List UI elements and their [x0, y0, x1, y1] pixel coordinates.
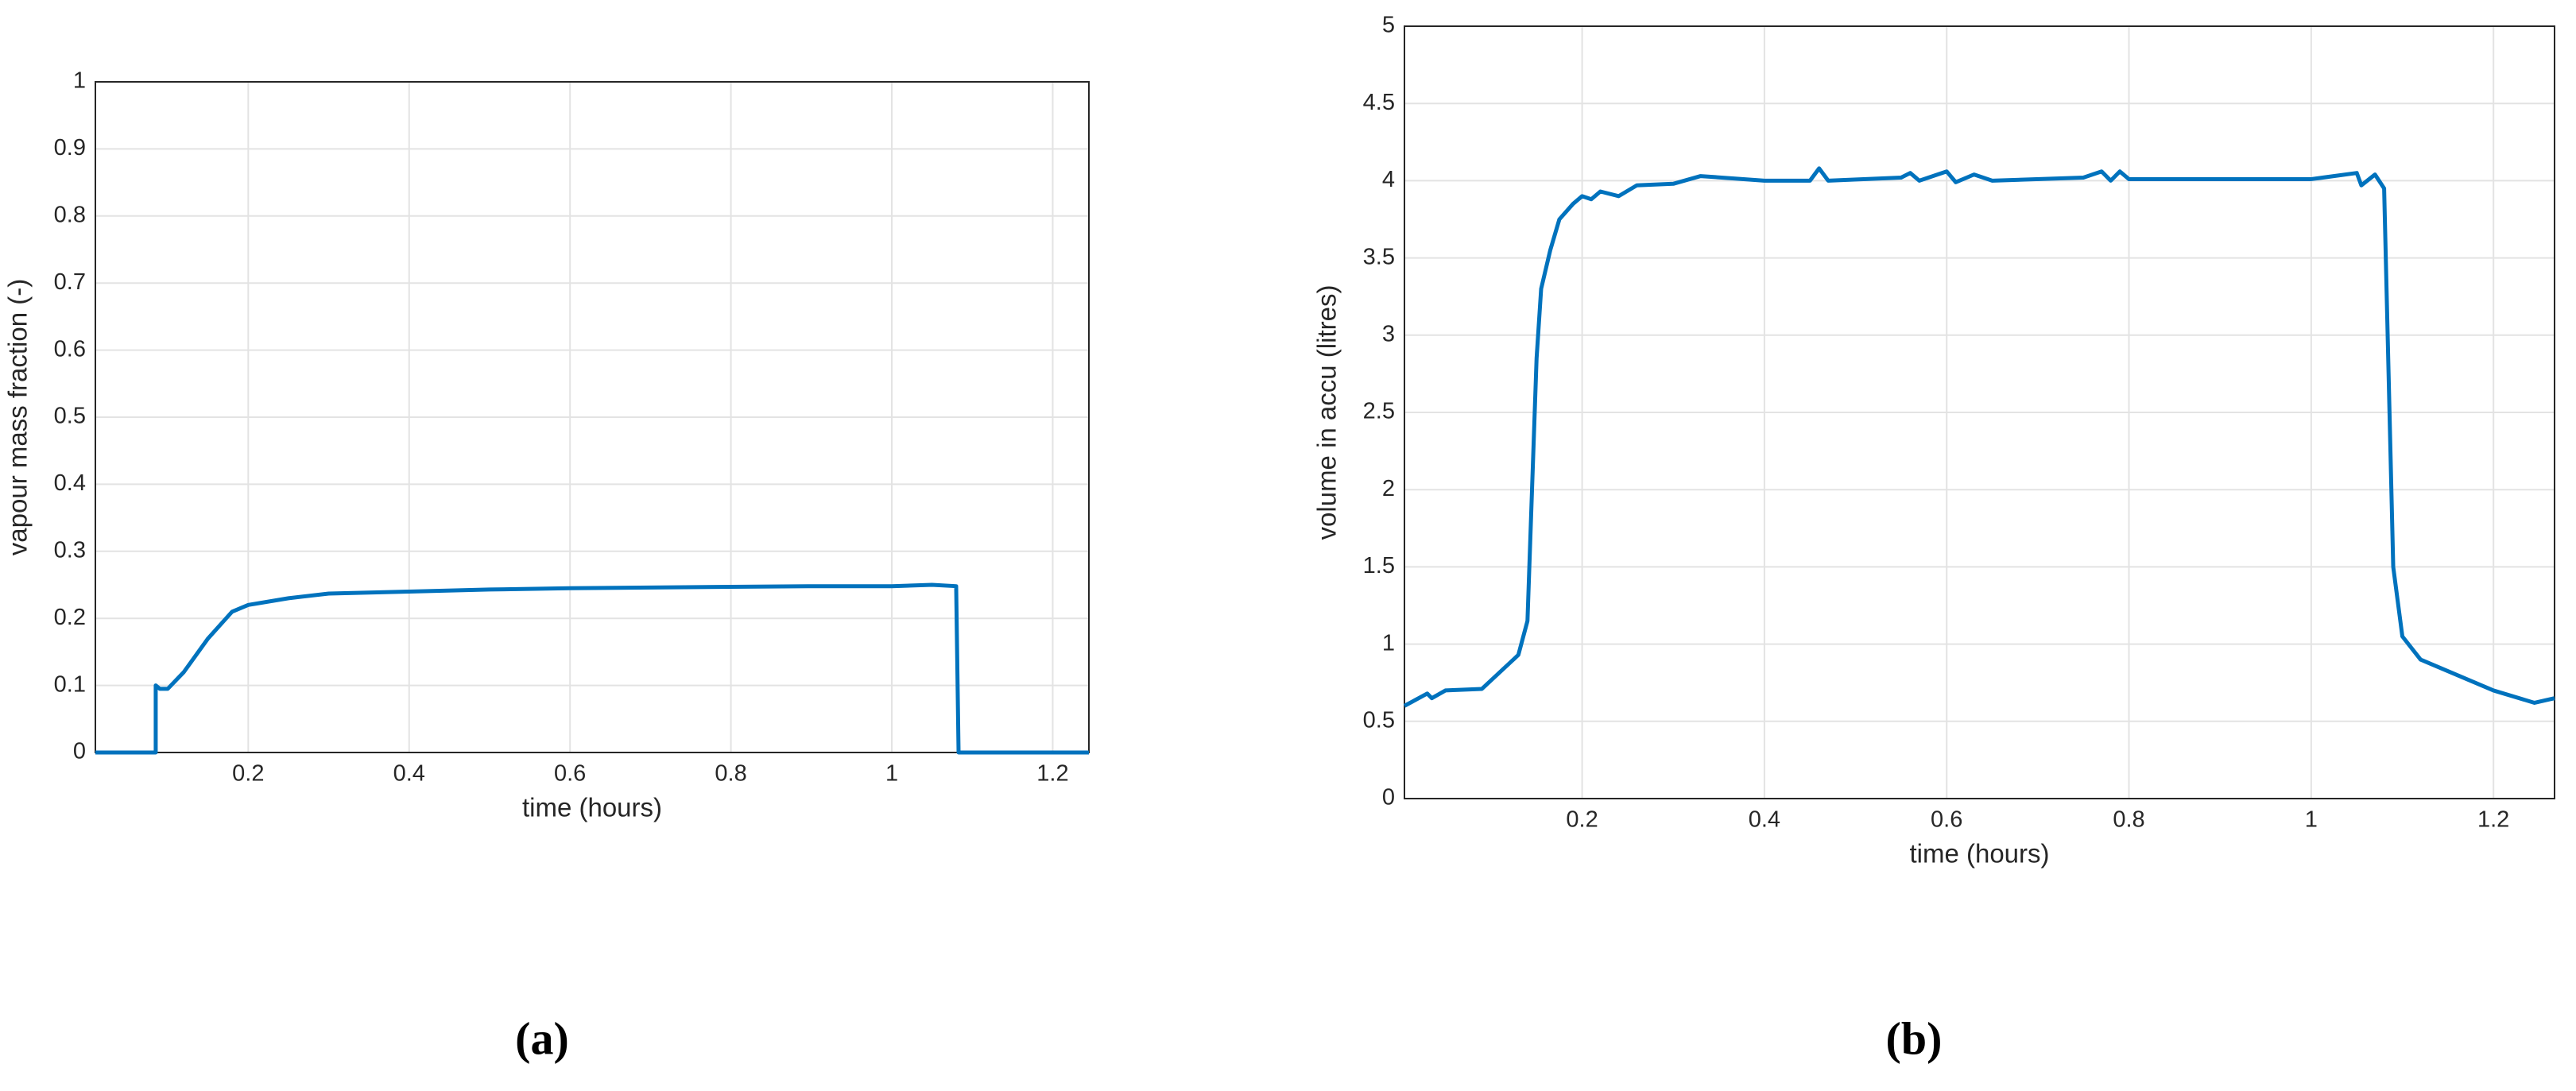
y-tick-label: 0.6	[54, 336, 86, 362]
x-tick-label: 0.8	[715, 761, 746, 787]
y-tick-label: 5	[1382, 13, 1395, 38]
x-axis-label: time (hours)	[522, 793, 662, 822]
x-tick-label: 0.4	[1749, 807, 1780, 833]
x-tick-label: 1	[2305, 807, 2318, 833]
y-tick-label: 0.3	[54, 537, 86, 563]
x-tick-label: 0.2	[1566, 807, 1598, 833]
y-tick-label: 0.1	[54, 671, 86, 697]
y-tick-label: 0.7	[54, 269, 86, 295]
y-tick-label: 0.8	[54, 202, 86, 227]
y-axis-label: volume in accu (litres)	[1312, 285, 1342, 540]
y-tick-label: 1	[1382, 630, 1395, 656]
y-tick-label: 0.2	[54, 605, 86, 630]
y-tick-label: 1	[73, 68, 86, 94]
y-tick-label: 3	[1382, 321, 1395, 346]
y-tick-label: 4	[1382, 167, 1395, 192]
y-tick-label: 3.5	[1363, 244, 1395, 269]
y-tick-label: 0.9	[54, 135, 86, 161]
y-tick-label: 0	[73, 739, 86, 764]
x-tick-label: 0.6	[1931, 807, 1962, 833]
x-axis-label: time (hours)	[1909, 839, 2049, 869]
caption: (b)	[1886, 1012, 1943, 1064]
data-line	[95, 582, 1089, 755]
x-tick-label: 1.2	[1036, 761, 1068, 787]
x-tick-label: 1	[885, 761, 898, 787]
y-tick-label: 0	[1382, 785, 1395, 811]
y-axis-label: vapour mass fraction (-)	[3, 279, 33, 555]
plot-box	[1404, 25, 2555, 799]
x-tick-label: 1.2	[2477, 807, 2509, 833]
x-tick-label: 0.6	[554, 761, 586, 787]
y-tick-label: 4.5	[1363, 90, 1395, 115]
plot-box	[95, 81, 1090, 753]
y-tick-label: 1.5	[1363, 553, 1395, 578]
x-tick-label: 0.4	[393, 761, 425, 787]
y-tick-label: 2	[1382, 476, 1395, 501]
x-tick-label: 0.8	[2113, 807, 2144, 833]
caption: (a)	[515, 1012, 569, 1064]
y-tick-label: 2.5	[1363, 399, 1395, 424]
data-line	[1403, 166, 2555, 708]
y-tick-label: 0.5	[54, 404, 86, 429]
x-tick-label: 0.2	[232, 761, 264, 787]
y-tick-label: 0.5	[1363, 707, 1395, 733]
y-tick-label: 0.4	[54, 470, 86, 496]
